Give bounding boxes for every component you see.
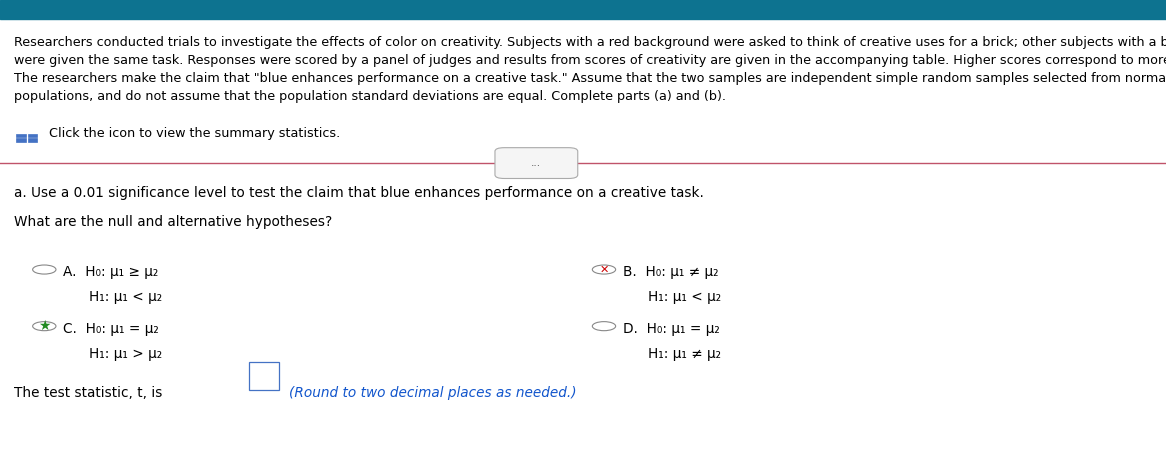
Text: ★: ★ xyxy=(38,319,50,333)
Text: H₁: μ₁ < μ₂: H₁: μ₁ < μ₂ xyxy=(89,290,162,304)
Text: a. Use a 0.01 significance level to test the claim that blue enhances performanc: a. Use a 0.01 significance level to test… xyxy=(14,186,704,200)
Text: A.  H₀: μ₁ ≥ μ₂: A. H₀: μ₁ ≥ μ₂ xyxy=(63,265,159,279)
Bar xyxy=(28,138,37,142)
Text: ...: ... xyxy=(532,158,541,168)
Text: H₁: μ₁ > μ₂: H₁: μ₁ > μ₂ xyxy=(89,347,162,361)
Text: C.  H₀: μ₁ = μ₂: C. H₀: μ₁ = μ₂ xyxy=(63,322,159,336)
Text: ✕: ✕ xyxy=(599,265,609,275)
Text: D.  H₀: μ₁ = μ₂: D. H₀: μ₁ = μ₂ xyxy=(623,322,719,336)
Circle shape xyxy=(33,265,56,274)
Bar xyxy=(0,0,1166,19)
Circle shape xyxy=(592,322,616,331)
Bar xyxy=(28,134,37,137)
Text: Click the icon to view the summary statistics.: Click the icon to view the summary stati… xyxy=(49,127,340,140)
Text: H₁: μ₁ ≠ μ₂: H₁: μ₁ ≠ μ₂ xyxy=(648,347,722,361)
Bar xyxy=(16,134,26,137)
Text: Researchers conducted trials to investigate the effects of color on creativity. : Researchers conducted trials to investig… xyxy=(14,36,1166,103)
Text: B.  H₀: μ₁ ≠ μ₂: B. H₀: μ₁ ≠ μ₂ xyxy=(623,265,718,279)
Text: (Round to two decimal places as needed.): (Round to two decimal places as needed.) xyxy=(288,386,576,400)
Circle shape xyxy=(33,322,56,331)
Text: The test statistic, t, is: The test statistic, t, is xyxy=(14,386,167,400)
Circle shape xyxy=(592,265,616,274)
Text: H₁: μ₁ < μ₂: H₁: μ₁ < μ₂ xyxy=(648,290,722,304)
FancyBboxPatch shape xyxy=(250,362,280,390)
FancyBboxPatch shape xyxy=(494,148,578,178)
Bar xyxy=(16,138,26,142)
Text: What are the null and alternative hypotheses?: What are the null and alternative hypoth… xyxy=(14,215,332,229)
